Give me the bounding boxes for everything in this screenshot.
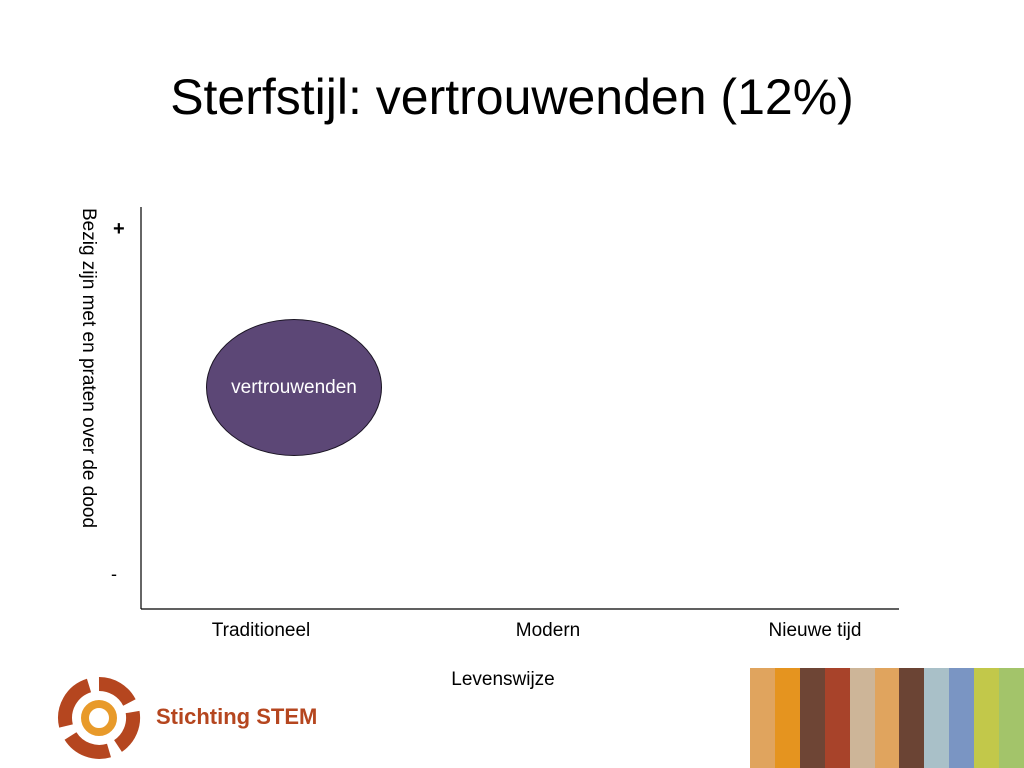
decorative-color-stripes [750, 668, 1024, 768]
logo-text: Stichting STEM [156, 703, 317, 731]
x-category-nieuwe-tijd: Nieuwe tijd [768, 620, 862, 641]
color-stripe [849, 668, 875, 768]
logo-ring-segment [58, 678, 92, 728]
x-category-modern: Modern [515, 620, 581, 641]
logo-ring-segment [98, 676, 136, 707]
x-category-traditioneel: Traditioneel [211, 620, 311, 641]
logo-ring-segment [64, 731, 111, 759]
logo-ring-segments [58, 676, 141, 759]
x-axis-title: Levenswijze [451, 669, 555, 690]
logo-center-ring [81, 700, 117, 736]
color-stripe [874, 668, 900, 768]
logo-ring-segment [113, 710, 141, 752]
color-stripe [750, 668, 775, 768]
logo-text-stem: STEM [256, 704, 318, 729]
color-stripe [974, 668, 1000, 768]
logo-text-stichting: Stichting [156, 704, 257, 729]
color-stripe [824, 668, 850, 768]
bubble-label: vertrouwenden [231, 376, 357, 398]
color-stripe [949, 668, 975, 768]
slide-title: Sterfstijl: vertrouwenden (12%) [170, 69, 854, 125]
stichting-stem-logo-icon [58, 676, 141, 759]
color-stripe [899, 668, 925, 768]
color-stripe [999, 668, 1024, 768]
color-stripe [774, 668, 800, 768]
y-axis-low-marker: - [111, 564, 117, 584]
y-axis-label: Bezig zijn met en praten over de dood [78, 208, 99, 529]
color-stripe [924, 668, 950, 768]
y-axis-high-marker: + [113, 218, 125, 240]
color-stripe [799, 668, 825, 768]
vertrouwenden-bubble: vertrouwenden [206, 319, 382, 456]
